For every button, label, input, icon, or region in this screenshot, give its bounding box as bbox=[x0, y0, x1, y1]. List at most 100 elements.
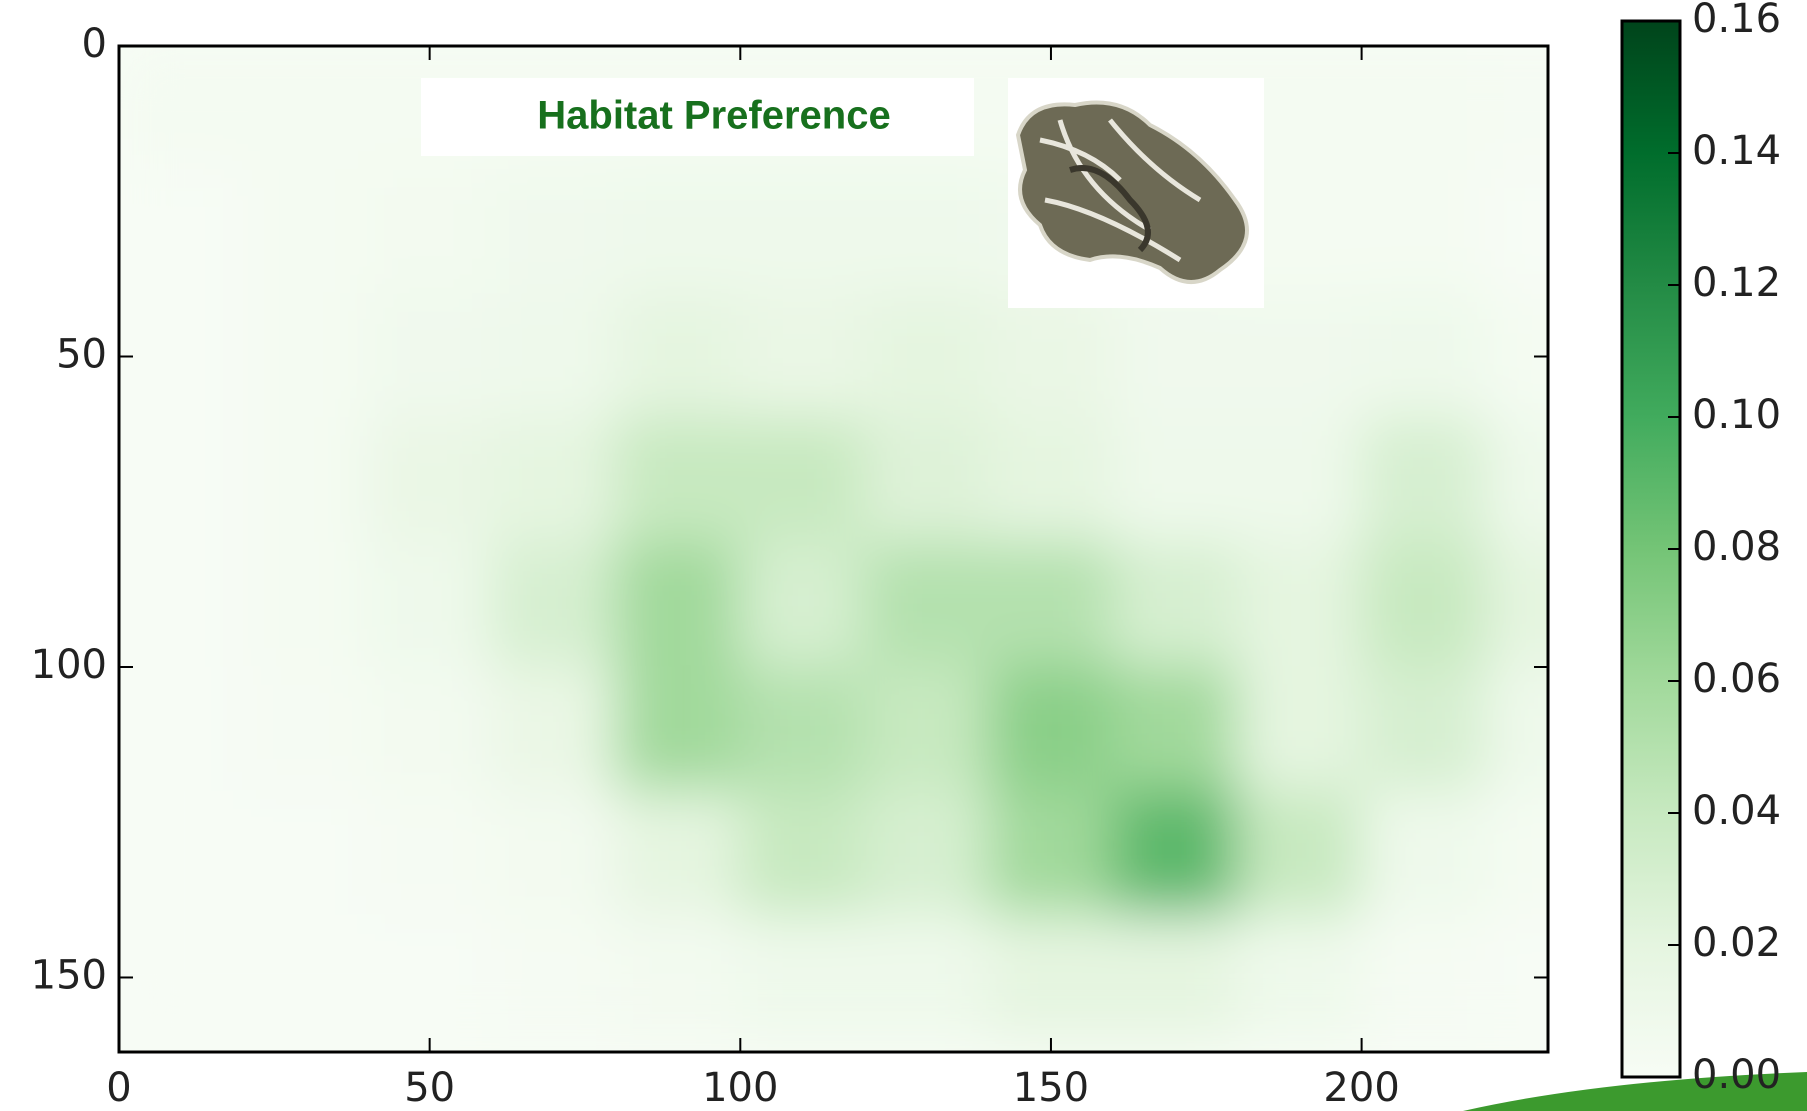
colorbar-tick-label: 0.06 bbox=[1692, 656, 1781, 702]
heatmap-cell bbox=[863, 293, 990, 420]
heatmap-cell bbox=[739, 417, 866, 544]
heatmap-cell bbox=[739, 665, 866, 793]
heatmap-cell bbox=[366, 417, 493, 544]
heatmap-cell bbox=[1360, 46, 1487, 172]
heatmap-cell bbox=[242, 293, 369, 420]
colorbar-tick-label: 0.12 bbox=[1692, 260, 1781, 306]
heatmap-cell bbox=[863, 417, 990, 544]
heatmap-cell bbox=[242, 914, 369, 1041]
heatmap-cell bbox=[863, 541, 990, 668]
heatmap-cell bbox=[1112, 665, 1239, 793]
heatmap-cell bbox=[1360, 914, 1487, 1041]
heatmap-cell bbox=[863, 790, 990, 917]
heatmap-cell bbox=[366, 914, 493, 1041]
y-tick-label: 0 bbox=[82, 21, 107, 67]
heatmap-cell bbox=[987, 665, 1115, 793]
heatmap-cell bbox=[1112, 790, 1239, 917]
plot-frame bbox=[117, 44, 1550, 1054]
heatmap-cell bbox=[366, 665, 493, 793]
heatmap-cell bbox=[1484, 665, 1548, 793]
heatmap-cell bbox=[490, 541, 618, 668]
heatmap-cell bbox=[1484, 541, 1548, 668]
heatmap-cell bbox=[615, 169, 742, 296]
heatmap-cell bbox=[119, 914, 245, 1041]
heatmap-cell bbox=[739, 914, 866, 1041]
heatmap-cell bbox=[242, 417, 369, 544]
heatmap-cell bbox=[242, 665, 369, 793]
heatmap-cell bbox=[863, 665, 990, 793]
colorbar-tick-label: 0.08 bbox=[1692, 524, 1781, 570]
heatmap-cell bbox=[242, 790, 369, 917]
heatmap-cell bbox=[242, 46, 369, 172]
x-tick-label: 100 bbox=[702, 1065, 778, 1111]
colorbar-tick-label: 0.00 bbox=[1692, 1052, 1781, 1098]
heatmap-cell bbox=[119, 293, 245, 420]
heatmap-cell bbox=[1236, 914, 1363, 1041]
heatmap-cell bbox=[1484, 46, 1548, 172]
heatmap-cell bbox=[987, 417, 1115, 544]
heatmap-cell bbox=[490, 169, 618, 296]
heatmap-cell bbox=[987, 914, 1115, 1041]
colorbar-tick-label: 0.14 bbox=[1692, 128, 1781, 174]
heatmap-cell bbox=[987, 293, 1115, 420]
heatmap-cell bbox=[739, 169, 866, 296]
x-tick-label: 150 bbox=[1013, 1065, 1089, 1111]
decor-swoosh bbox=[1463, 1072, 1807, 1111]
heatmap-cell bbox=[490, 665, 618, 793]
heatmap-cell bbox=[739, 293, 866, 420]
title-box bbox=[421, 78, 974, 156]
heatmap-cell bbox=[615, 293, 742, 420]
heatmap-cell bbox=[739, 541, 866, 668]
heatmap-cell bbox=[1484, 790, 1548, 917]
heatmap-cell bbox=[1484, 417, 1548, 544]
heatmap-cell bbox=[366, 293, 493, 420]
heatmap-cell bbox=[863, 169, 990, 296]
heatmap-cell bbox=[1112, 417, 1239, 544]
colorbar-tick-label: 0.02 bbox=[1692, 920, 1781, 966]
heatmap-cell bbox=[615, 914, 742, 1041]
heatmap-cell bbox=[242, 541, 369, 668]
heatmap-cell bbox=[119, 790, 245, 917]
heatmap-cell bbox=[863, 914, 990, 1041]
heatmap-cell bbox=[490, 790, 618, 917]
x-tick-label: 0 bbox=[106, 1065, 131, 1111]
colorbar-tick-label: 0.16 bbox=[1692, 0, 1781, 42]
heatmap-cell bbox=[119, 665, 245, 793]
heatmap-cell bbox=[739, 790, 866, 917]
heatmap-cell bbox=[987, 541, 1115, 668]
heatmap-cell bbox=[119, 46, 245, 172]
heatmap-cell bbox=[1360, 665, 1487, 793]
colorbar-tick-label: 0.10 bbox=[1692, 392, 1781, 438]
y-tick-label: 50 bbox=[56, 331, 107, 377]
chart-title: Habitat Preference bbox=[537, 94, 890, 138]
heatmap-cell bbox=[987, 790, 1115, 917]
lichen-picture bbox=[1008, 78, 1264, 308]
heatmap-cell bbox=[1360, 790, 1487, 917]
heatmap-cell bbox=[1360, 293, 1487, 420]
heatmap-cell bbox=[242, 169, 369, 296]
heatmap-cell bbox=[1236, 665, 1363, 793]
heatmap-cell bbox=[1236, 790, 1363, 917]
heatmap-cell bbox=[1112, 293, 1239, 420]
heatmap-cell bbox=[1236, 541, 1363, 668]
heatmap-cell bbox=[1112, 541, 1239, 668]
heatmap-cell bbox=[615, 417, 742, 544]
heatmap-cell bbox=[490, 914, 618, 1041]
x-tick-label: 200 bbox=[1323, 1065, 1399, 1111]
heatmap-cell bbox=[615, 541, 742, 668]
colorbar-tick-label: 0.04 bbox=[1692, 788, 1781, 834]
heatmap-cell bbox=[1360, 417, 1487, 544]
heatmap-cell bbox=[119, 169, 245, 296]
y-tick-label: 150 bbox=[31, 952, 107, 998]
heatmap-cells bbox=[119, 46, 1548, 1041]
heatmap-cell bbox=[615, 665, 742, 793]
heatmap-cell bbox=[490, 293, 618, 420]
heatmap-cell bbox=[1360, 541, 1487, 668]
heatmap-cell bbox=[119, 541, 245, 668]
heatmap bbox=[119, 46, 1548, 1041]
heatmap-cell bbox=[615, 790, 742, 917]
y-tick-label: 100 bbox=[31, 642, 107, 688]
heatmap-cell bbox=[490, 417, 618, 544]
heatmap-cell bbox=[366, 169, 493, 296]
